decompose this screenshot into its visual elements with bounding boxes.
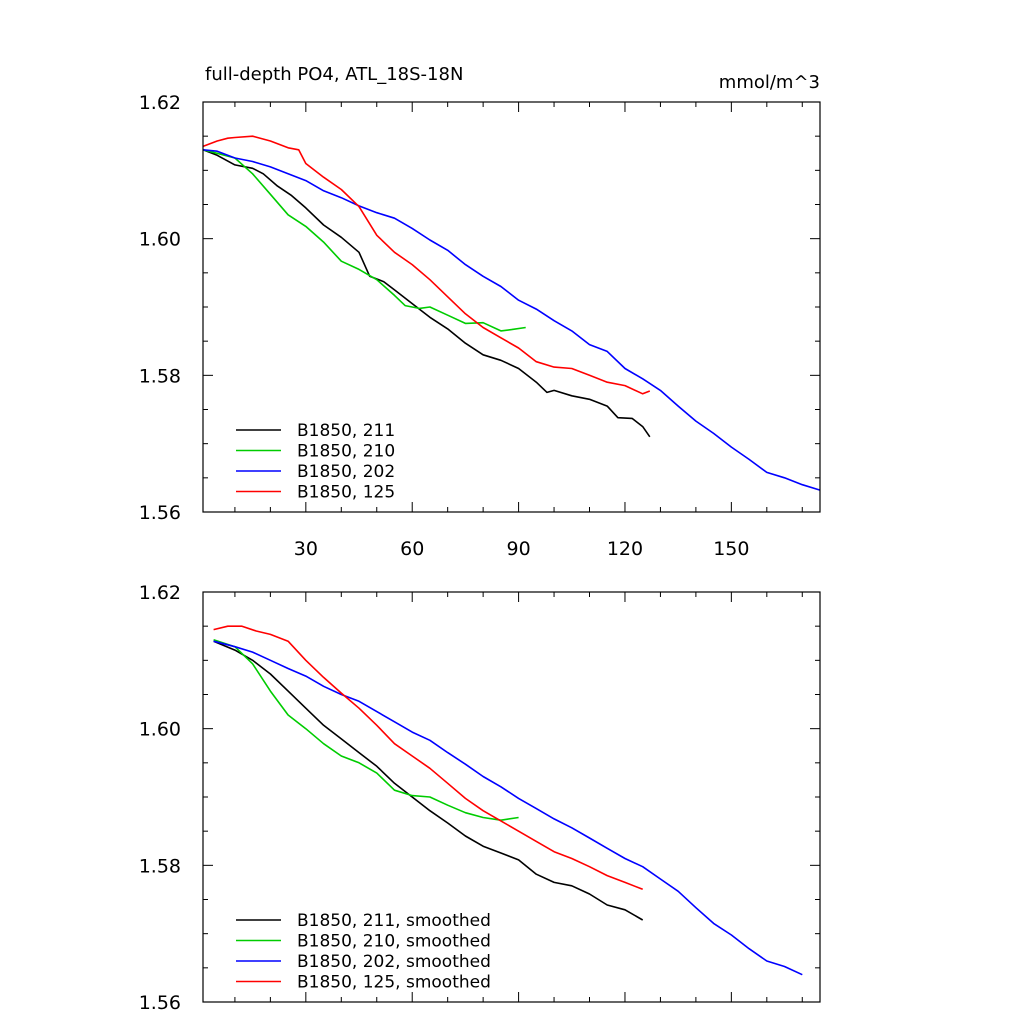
top-panel-ticks [203,101,820,513]
top-panel-title: full-depth PO4, ATL_18S-18N [205,64,463,85]
bottom-panel-frame [202,591,821,1003]
top-series-line-3 [202,135,651,395]
x-tick-label: 120 [607,538,643,560]
top-legend-label-0: B1850, 211 [297,421,395,441]
bottom-series-line-0 [213,640,644,921]
top-legend-label-1: B1850, 210 [297,442,395,462]
y-tick-label: 1.56 [139,992,181,1014]
y-tick-label: 1.60 [139,719,181,741]
bottom-series-line-1 [213,639,519,822]
x-tick-label: 150 [713,538,749,560]
bottom-series-line-2 [213,640,803,976]
x-tick-label: 90 [506,538,530,560]
y-tick-label: 1.60 [139,229,181,251]
y-tick-label: 1.56 [139,502,181,524]
bottom-panel-series [213,625,803,976]
y-tick-label: 1.62 [139,582,181,604]
top-panel-tick-labels: 30 60 90 120 150 1.56 1.58 1.60 1.62 [139,92,750,560]
bottom-series-line-3 [213,625,643,891]
y-tick-label: 1.62 [139,92,181,114]
bottom-legend-label-0: B1850, 211, smoothed [297,911,491,931]
top-series-line-2 [202,149,821,491]
top-series-line-0 [202,149,651,438]
top-panel: full-depth PO4, ATL_18S-18N mmol/m^3 30 6… [139,64,821,560]
x-tick-label: 60 [400,538,424,560]
top-legend-label-3: B1850, 125 [297,483,395,503]
y-tick-label: 1.58 [139,365,181,387]
top-panel-units: mmol/m^3 [719,72,820,93]
top-panel-series [202,135,821,491]
bottom-panel: 1.561.581.601.62 B1850, 211, smoothedB18… [139,582,821,1014]
bottom-panel-tick-labels: 1.56 1.58 1.60 1.62 [139,582,181,1014]
bottom-legend-label-3: B1850, 125, smoothed [297,973,491,993]
top-legend-label-2: B1850, 202 [297,462,395,482]
bottom-legend-label-2: B1850, 202, smoothed [297,952,491,972]
x-tick-label: 30 [294,538,318,560]
top-panel-frame [202,101,821,513]
bottom-legend-label-1: B1850, 210, smoothed [297,932,491,952]
y-tick-label: 1.58 [139,855,181,877]
